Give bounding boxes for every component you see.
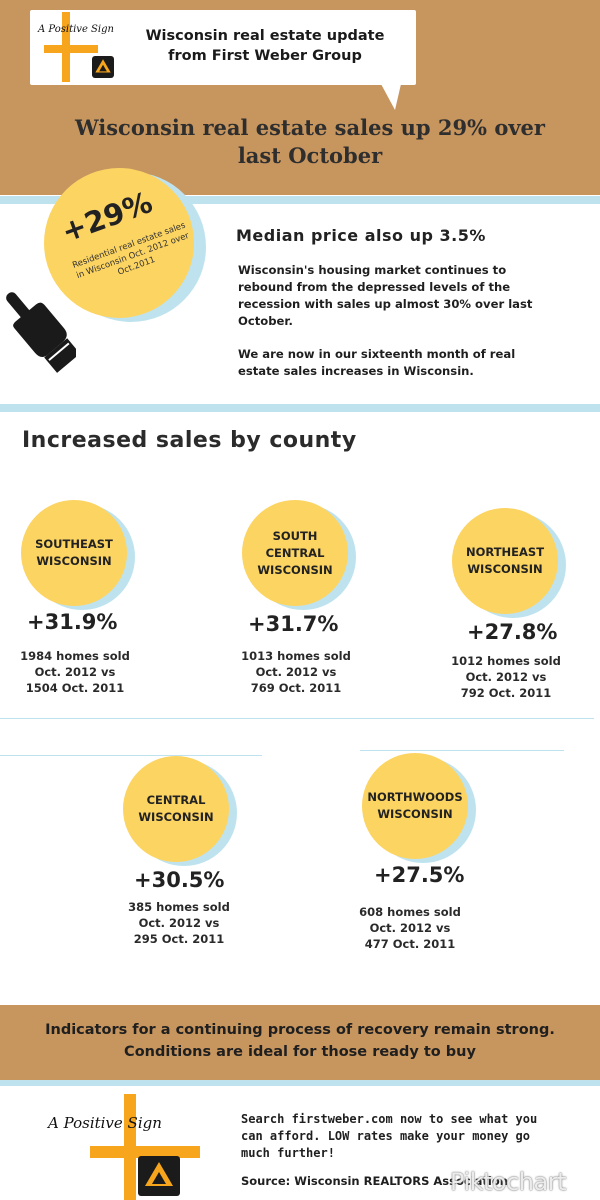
median-price-heading: Median price also up 3.5% [236,226,486,245]
county-percent: +30.5% [134,868,225,892]
county-circle: SOUTH CENTRAL WISCONSIN [242,500,348,606]
plus-cross-horizontal [44,45,98,53]
callout-title: Wisconsin real estate update from First … [145,28,385,64]
county-detail-line-3: 769 Oct. 2011 [250,681,342,695]
logo-text: A Positive Sign [48,1114,162,1132]
first-weber-badge-icon [92,56,114,78]
county-section-title: Increased sales by county [22,428,357,453]
county-circle: NORTHWOODS WISCONSIN [362,753,468,859]
county-detail: 1013 homes sold Oct. 2012 vs 769 Oct. 20… [221,648,371,696]
county-detail-line-1: 1012 homes sold [451,654,561,668]
county-detail: 608 homes sold Oct. 2012 vs 477 Oct. 201… [335,904,485,952]
first-weber-badge-icon [138,1156,180,1196]
plus-cross-horizontal [90,1146,200,1158]
stripe-divider [0,196,600,204]
stripe-divider [0,404,600,412]
county-circle: NORTHEAST WISCONSIN [452,508,558,614]
county-detail-line-1: 385 homes sold [128,900,230,914]
county-detail-line-1: 1013 homes sold [241,649,351,663]
piktochart-watermark: Piktochart [450,1168,567,1196]
county-name: NORTHWOODS WISCONSIN [367,790,463,821]
conclusion-band [0,1005,600,1080]
county-detail-line-2: Oct. 2012 vs [369,921,451,935]
county-circle: CENTRAL WISCONSIN [123,756,229,862]
intro-paragraph-1: Wisconsin's housing market continues to … [238,263,533,328]
county-detail-line-3: 792 Oct. 2011 [460,686,552,700]
county-name: SOUTH CENTRAL WISCONSIN [257,528,333,577]
big-stat-circle [44,168,194,318]
footer-call-to-action: Search firstweber.com now to see what yo… [241,1112,538,1160]
positive-sign-logo-large: A Positive Sign [40,1090,210,1200]
county-detail: 385 homes sold Oct. 2012 vs 295 Oct. 201… [104,899,254,947]
county-detail-line-2: Oct. 2012 vs [138,916,220,930]
county-detail-line-1: 1984 homes sold [20,649,130,663]
county-detail-line-3: 1504 Oct. 2011 [25,681,125,695]
callout-tail [381,84,401,110]
county-name: SOUTHEAST WISCONSIN [35,537,113,568]
row-divider [0,755,262,756]
stripe-divider [0,1080,600,1086]
county-detail-line-3: 477 Oct. 2011 [364,937,456,951]
county-detail-line-2: Oct. 2012 vs [465,670,547,684]
county-detail-line-2: Oct. 2012 vs [255,665,337,679]
county-detail: 1012 homes sold Oct. 2012 vs 792 Oct. 20… [431,653,581,701]
footer-source: Source: Wisconsin REALTORS Association [241,1174,508,1188]
intro-paragraph-2: We are now in our sixteenth month of rea… [238,347,516,378]
county-percent: +27.8% [467,620,558,644]
county-name: NORTHEAST WISCONSIN [465,545,545,576]
county-percent: +31.7% [248,612,339,636]
county-detail: 1984 homes sold Oct. 2012 vs 1504 Oct. 2… [0,648,150,696]
county-percent: +27.5% [374,863,465,887]
row-divider [0,718,594,719]
county-name: CENTRAL WISCONSIN [138,793,214,824]
county-detail-line-2: Oct. 2012 vs [34,665,116,679]
pointing-hand-icon [6,292,76,373]
page-headline: Wisconsin real estate sales up 29% over … [75,115,545,168]
county-circle: SOUTHEAST WISCONSIN [21,500,127,606]
conclusion-text: Indicators for a continuing process of r… [45,1022,555,1060]
county-percent: +31.9% [27,610,118,634]
row-divider [360,750,564,751]
positive-sign-logo: A Positive Sign [36,12,122,82]
logo-text: A Positive Sign [38,24,114,35]
county-detail-line-3: 295 Oct. 2011 [133,932,225,946]
county-detail-line-1: 608 homes sold [359,905,461,919]
